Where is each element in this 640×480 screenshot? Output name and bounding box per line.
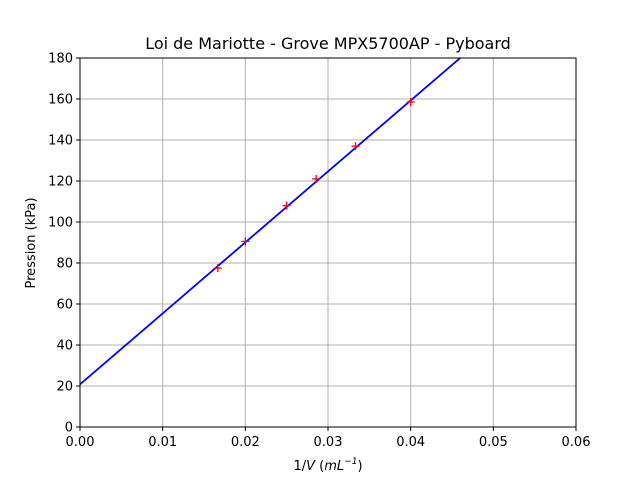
points-layer	[213, 98, 415, 273]
data-point	[213, 264, 222, 273]
x-tick-label: 0.01	[148, 435, 177, 450]
y-tick-label: 80	[56, 257, 73, 272]
ticks-layer: 0.00 0.01 0.02 0.03 0.04 0.05 0.06 0 20 40 60 80 100…	[48, 52, 590, 451]
data-point	[312, 174, 321, 183]
fit-line-layer	[80, 58, 462, 386]
y-tick-label: 0	[65, 421, 73, 436]
x-axis-label: 1/V (mL−1)	[293, 457, 362, 474]
y-tick-label: 60	[56, 298, 73, 313]
x-tick-label: 0.05	[479, 435, 508, 450]
fit-line	[80, 58, 462, 386]
x-tick-label: 0.06	[562, 435, 591, 450]
x-tick-label: 0.00	[66, 435, 95, 450]
y-tick-label: 120	[48, 175, 73, 190]
y-tick-label: 40	[56, 339, 73, 354]
y-tick-label: 160	[48, 93, 73, 108]
x-tick-label: 0.04	[396, 435, 425, 450]
y-tick-label: 140	[48, 134, 73, 149]
y-tick-label: 100	[48, 216, 73, 231]
y-axis-label: Pression (kPa)	[24, 197, 39, 288]
data-point	[282, 201, 291, 210]
x-tick-label: 0.03	[314, 435, 343, 450]
data-point	[241, 237, 250, 246]
x-tick-label: 0.02	[231, 435, 260, 450]
data-point	[406, 98, 415, 107]
y-tick-label: 20	[56, 380, 73, 395]
chart-title: Loi de Mariotte - Grove MPX5700AP - Pybo…	[145, 34, 511, 53]
y-tick-label: 180	[48, 52, 73, 67]
data-point	[351, 142, 360, 151]
